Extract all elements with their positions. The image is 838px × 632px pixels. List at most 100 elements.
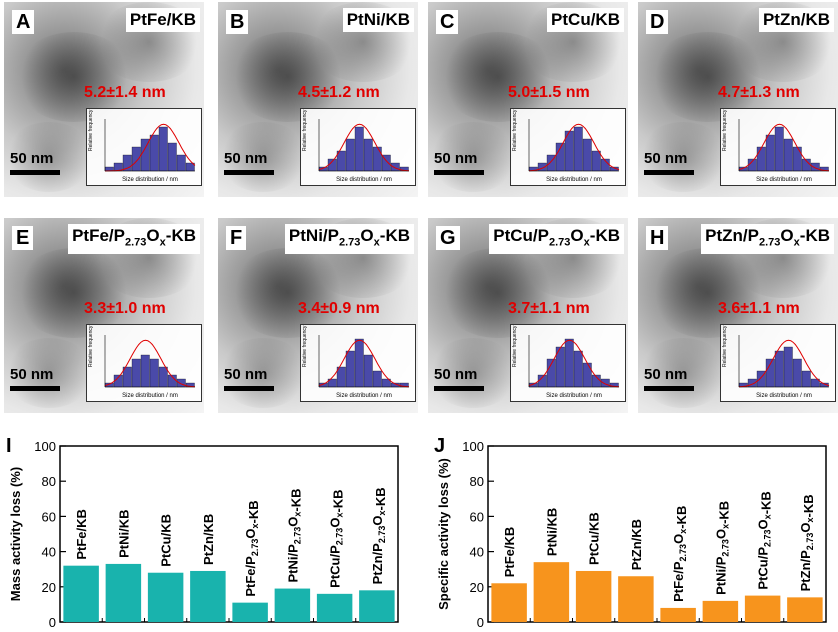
particle-size-label: 4.7±1.3 nm <box>718 84 800 101</box>
category-label: PtFe/P2.73Ox-KB <box>671 506 689 602</box>
hist-bar <box>801 370 811 388</box>
category-label: PtNi/KB <box>116 510 131 558</box>
hist-fit-curve <box>318 339 410 388</box>
hist-fit-curve <box>104 123 196 172</box>
hist-bar <box>158 126 168 172</box>
category-label: PtFe/KB <box>74 509 89 560</box>
bar <box>533 562 570 622</box>
hist-bar <box>792 146 802 172</box>
hist-ylabel: Relative frequency (%) <box>88 108 94 151</box>
y-axis-label: Specific activity loss (%) <box>436 458 451 610</box>
bar <box>787 597 823 622</box>
hist-bar <box>372 370 382 388</box>
hist-fit-curve <box>738 339 830 388</box>
category-label: PtZn/P2.73Ox-KB <box>370 487 388 584</box>
hist-bar <box>573 350 583 388</box>
y-tick-label: 100 <box>462 439 484 454</box>
hist-xlabel: Size distribution / nm <box>756 177 812 183</box>
tem-panel-g: G PtCu/P2.73Ox-KB 3.7±1.1 nm Relative fr… <box>428 218 628 413</box>
hist-xlabel: Size distribution / nm <box>546 177 602 183</box>
scale-bar <box>10 170 60 175</box>
hist-ylabel: Relative frequency (%) <box>512 324 518 367</box>
category-label: PtCu/P2.73Ox-KB <box>756 491 774 589</box>
hist-bar <box>363 354 373 388</box>
bar <box>274 588 311 622</box>
hist-ylabel: Relative frequency (%) <box>302 108 308 151</box>
scale-bar-label: 50 nm <box>10 150 54 167</box>
particle-size-label: 3.3±1.0 nm <box>84 300 166 317</box>
hist-bar <box>600 378 610 388</box>
y-tick-label: 0 <box>477 615 484 630</box>
category-label: PtCu/P2.73Ox-KB <box>328 489 346 587</box>
hist-bar <box>390 162 400 172</box>
hist-bar <box>783 138 793 172</box>
category-label: PtFe/P2.73Ox-KB <box>243 500 261 596</box>
category-label: PtNi/P2.73Ox-KB <box>285 488 303 582</box>
scale-bar <box>434 170 484 175</box>
hist-xlabel: Size distribution / nm <box>336 177 392 183</box>
panel-letter: B <box>226 10 249 34</box>
hist-xlabel: Size distribution / nm <box>546 393 602 399</box>
panel-letter: G <box>436 226 460 250</box>
bar <box>316 593 353 622</box>
particle-size-label: 3.7±1.1 nm <box>508 300 590 317</box>
panel-letter: E <box>12 226 34 250</box>
tem-panel-c: C PtCu/KB 5.0±1.5 nm Relative frequency … <box>428 2 628 197</box>
scale-bar <box>434 386 484 391</box>
size-histogram: Relative frequency (%) Size distribution … <box>720 324 836 402</box>
scale-bar <box>224 170 274 175</box>
y-tick-label: 100 <box>34 439 56 454</box>
scale-bar-label: 50 nm <box>224 366 268 383</box>
tem-panel-f: F PtNi/P2.73Ox-KB 3.4±0.9 nm Relative fr… <box>218 218 418 413</box>
y-tick-label: 20 <box>470 580 484 595</box>
category-label: PtCu/KB <box>587 512 602 565</box>
hist-bar <box>582 138 592 172</box>
hist-bar <box>363 138 373 172</box>
hist-bar <box>158 366 168 388</box>
y-tick-label: 40 <box>470 545 484 560</box>
size-histogram: Relative frequency (%) Size distribution … <box>510 108 626 186</box>
tem-panel-b: B PtNi/KB 4.5±1.2 nm Relative frequency … <box>218 2 418 197</box>
scale-bar-label: 50 nm <box>434 366 478 383</box>
hist-xlabel: Size distribution / nm <box>122 177 178 183</box>
sample-name: PtZn/P2.73Ox-KB <box>701 224 834 255</box>
hist-bar <box>345 350 355 388</box>
scale-bar-label: 50 nm <box>224 150 268 167</box>
bar <box>147 572 184 622</box>
hist-bar <box>149 358 159 388</box>
panel-letter: A <box>12 10 35 34</box>
particle-size-label: 5.2±1.4 nm <box>84 84 166 101</box>
scale-bar-label: 50 nm <box>644 366 688 383</box>
bar-chart-specific-activity-loss: J 0 20 40 60 80 100 Specific activity loss (%) P… <box>434 435 827 630</box>
sample-name: PtFe/KB <box>125 8 200 32</box>
hist-bar <box>756 146 766 172</box>
tem-panel-e: E PtFe/P2.73Ox-KB 3.3±1.0 nm Relative fr… <box>4 218 204 413</box>
hist-bar <box>345 138 355 172</box>
hist-fit-curve <box>528 339 620 388</box>
hist-bar <box>573 126 583 172</box>
hist-ylabel: Relative frequency (%) <box>722 324 728 367</box>
particle-size-label: 4.5±1.2 nm <box>298 84 380 101</box>
panel-letter: D <box>646 10 669 34</box>
category-label: PtNi/KB <box>544 508 559 556</box>
scale-bar <box>10 386 60 391</box>
hist-bar <box>792 358 802 388</box>
size-histogram: Relative frequency (%) Size distribution … <box>510 324 626 402</box>
size-histogram: Relative frequency (%) Size distribution … <box>300 324 416 402</box>
hist-ylabel: Relative frequency (%) <box>512 108 518 151</box>
tem-panel-h: H PtZn/P2.73Ox-KB 3.6±1.1 nm Relative fr… <box>638 218 838 413</box>
hist-bar <box>810 162 820 172</box>
size-histogram: Relative frequency (%) Size distribution … <box>86 324 202 402</box>
bar <box>105 563 142 622</box>
y-tick-label: 80 <box>42 474 56 489</box>
bar <box>702 600 739 622</box>
hist-bar <box>564 338 574 388</box>
particle-size-label: 3.6±1.1 nm <box>718 300 800 317</box>
y-tick-label: 60 <box>42 509 56 524</box>
panel-letter: H <box>646 226 669 250</box>
hist-bar <box>176 154 186 172</box>
bar <box>491 583 527 622</box>
bar <box>744 595 781 622</box>
bar-chart-mass-activity-loss: I 0 20 40 60 80 100 Mass activity loss (%) PtFe/… <box>6 435 399 630</box>
bar <box>359 590 395 622</box>
